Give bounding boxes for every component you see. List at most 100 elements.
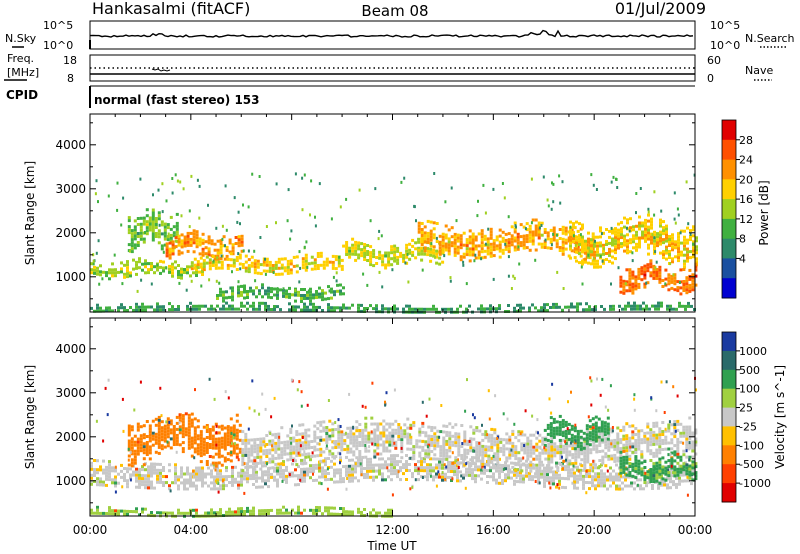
heatmap-cell bbox=[261, 470, 264, 474]
heatmap-cell bbox=[571, 444, 575, 448]
heatmap-cell bbox=[638, 224, 641, 228]
heatmap-cell bbox=[192, 484, 195, 488]
heatmap-cell bbox=[382, 428, 386, 432]
heatmap-cell bbox=[544, 445, 548, 449]
heatmap-cell bbox=[325, 257, 329, 261]
heatmap-cell bbox=[307, 446, 311, 450]
heatmap-cell bbox=[339, 474, 342, 478]
scatter-echo bbox=[391, 268, 394, 272]
heatmap-cell bbox=[319, 254, 323, 258]
heatmap-cell bbox=[334, 446, 338, 449]
heatmap-cell bbox=[501, 239, 505, 243]
heatmap-cell bbox=[573, 305, 576, 309]
heatmap-cell bbox=[450, 241, 454, 245]
colorbar-swatch bbox=[722, 238, 736, 259]
heatmap-cell bbox=[156, 477, 159, 481]
heatmap-cell bbox=[147, 486, 150, 490]
heatmap-cell bbox=[564, 435, 568, 439]
heatmap-cell bbox=[190, 261, 194, 265]
heatmap-cell bbox=[267, 479, 270, 483]
heatmap-cell bbox=[189, 237, 193, 241]
heatmap-cell bbox=[399, 460, 402, 464]
heatmap-cell bbox=[181, 447, 185, 451]
heatmap-cell bbox=[127, 433, 131, 437]
heatmap-cell bbox=[244, 432, 248, 436]
heatmap-cell bbox=[147, 268, 150, 272]
heatmap-cell bbox=[501, 482, 504, 485]
heatmap-cell bbox=[505, 456, 509, 460]
heatmap-cell bbox=[352, 435, 356, 439]
heatmap-cell bbox=[331, 266, 335, 270]
scatter-echo bbox=[307, 289, 310, 293]
heatmap-cell bbox=[430, 426, 434, 429]
heatmap-cell bbox=[313, 454, 317, 458]
heatmap-cell bbox=[358, 429, 362, 432]
heatmap-cell bbox=[516, 235, 520, 239]
heatmap-cell bbox=[346, 444, 350, 448]
heatmap-cell bbox=[661, 421, 665, 424]
heatmap-cell bbox=[453, 253, 457, 257]
heatmap-cell bbox=[538, 451, 542, 455]
heatmap-cell bbox=[628, 283, 632, 287]
scatter-echo bbox=[647, 207, 650, 211]
heatmap-cell bbox=[472, 431, 476, 435]
heatmap-cell bbox=[663, 483, 666, 487]
heatmap-cell bbox=[570, 427, 574, 431]
heatmap-cell bbox=[692, 246, 695, 250]
heatmap-cell bbox=[298, 453, 302, 457]
heatmap-cell bbox=[538, 439, 542, 443]
heatmap-cell bbox=[198, 243, 202, 247]
heatmap-cell bbox=[244, 260, 248, 264]
heatmap-cell bbox=[187, 428, 191, 432]
heatmap-cell bbox=[564, 229, 568, 233]
heatmap-cell bbox=[660, 301, 663, 305]
heatmap-cell bbox=[643, 440, 647, 444]
heatmap-cell bbox=[172, 428, 176, 431]
heatmap-cell bbox=[339, 477, 342, 481]
heatmap-cell bbox=[138, 266, 141, 270]
heatmap-cell bbox=[652, 267, 656, 271]
scatter-echo bbox=[377, 237, 380, 241]
heatmap-cell bbox=[522, 225, 526, 229]
heatmap-cell bbox=[584, 260, 587, 264]
heatmap-cell bbox=[157, 421, 161, 425]
heatmap-cell bbox=[216, 475, 219, 479]
heatmap-cell bbox=[429, 247, 433, 251]
heatmap-cell bbox=[295, 439, 299, 443]
heatmap-cell bbox=[433, 447, 437, 451]
heatmap-cell bbox=[208, 264, 212, 268]
heatmap-cell bbox=[468, 241, 472, 245]
heatmap-cell bbox=[438, 475, 441, 479]
heatmap-cell bbox=[460, 424, 464, 427]
heatmap-cell bbox=[300, 467, 303, 471]
heatmap-cell bbox=[384, 307, 387, 311]
heatmap-cell bbox=[682, 431, 686, 435]
scatter-echo bbox=[161, 210, 164, 214]
heatmap-cell bbox=[552, 417, 556, 421]
heatmap-cell bbox=[514, 454, 518, 458]
heatmap-cell bbox=[136, 217, 140, 220]
heatmap-cell bbox=[644, 239, 647, 243]
scatter-echo bbox=[366, 283, 369, 287]
heatmap-cell bbox=[319, 447, 323, 451]
heatmap-cell bbox=[550, 436, 554, 440]
heatmap-cell bbox=[609, 475, 612, 479]
heatmap-cell bbox=[426, 219, 430, 223]
heatmap-cell bbox=[659, 233, 662, 237]
heatmap-cell bbox=[504, 476, 507, 480]
heatmap-cell bbox=[292, 439, 296, 443]
heatmap-cell bbox=[267, 473, 270, 477]
heatmap-cell bbox=[513, 482, 516, 486]
heatmap-cell bbox=[611, 255, 614, 259]
heatmap-cell bbox=[333, 309, 336, 313]
scatter-echo bbox=[455, 219, 458, 223]
frequency-glitch bbox=[151, 68, 171, 72]
heatmap-cell bbox=[423, 237, 427, 241]
heatmap-cell bbox=[403, 432, 407, 436]
heatmap-cell bbox=[463, 436, 467, 440]
heatmap-cell bbox=[346, 435, 350, 439]
heatmap-cell bbox=[195, 233, 199, 237]
heatmap-cell bbox=[136, 452, 140, 456]
heatmap-cell bbox=[232, 451, 236, 455]
